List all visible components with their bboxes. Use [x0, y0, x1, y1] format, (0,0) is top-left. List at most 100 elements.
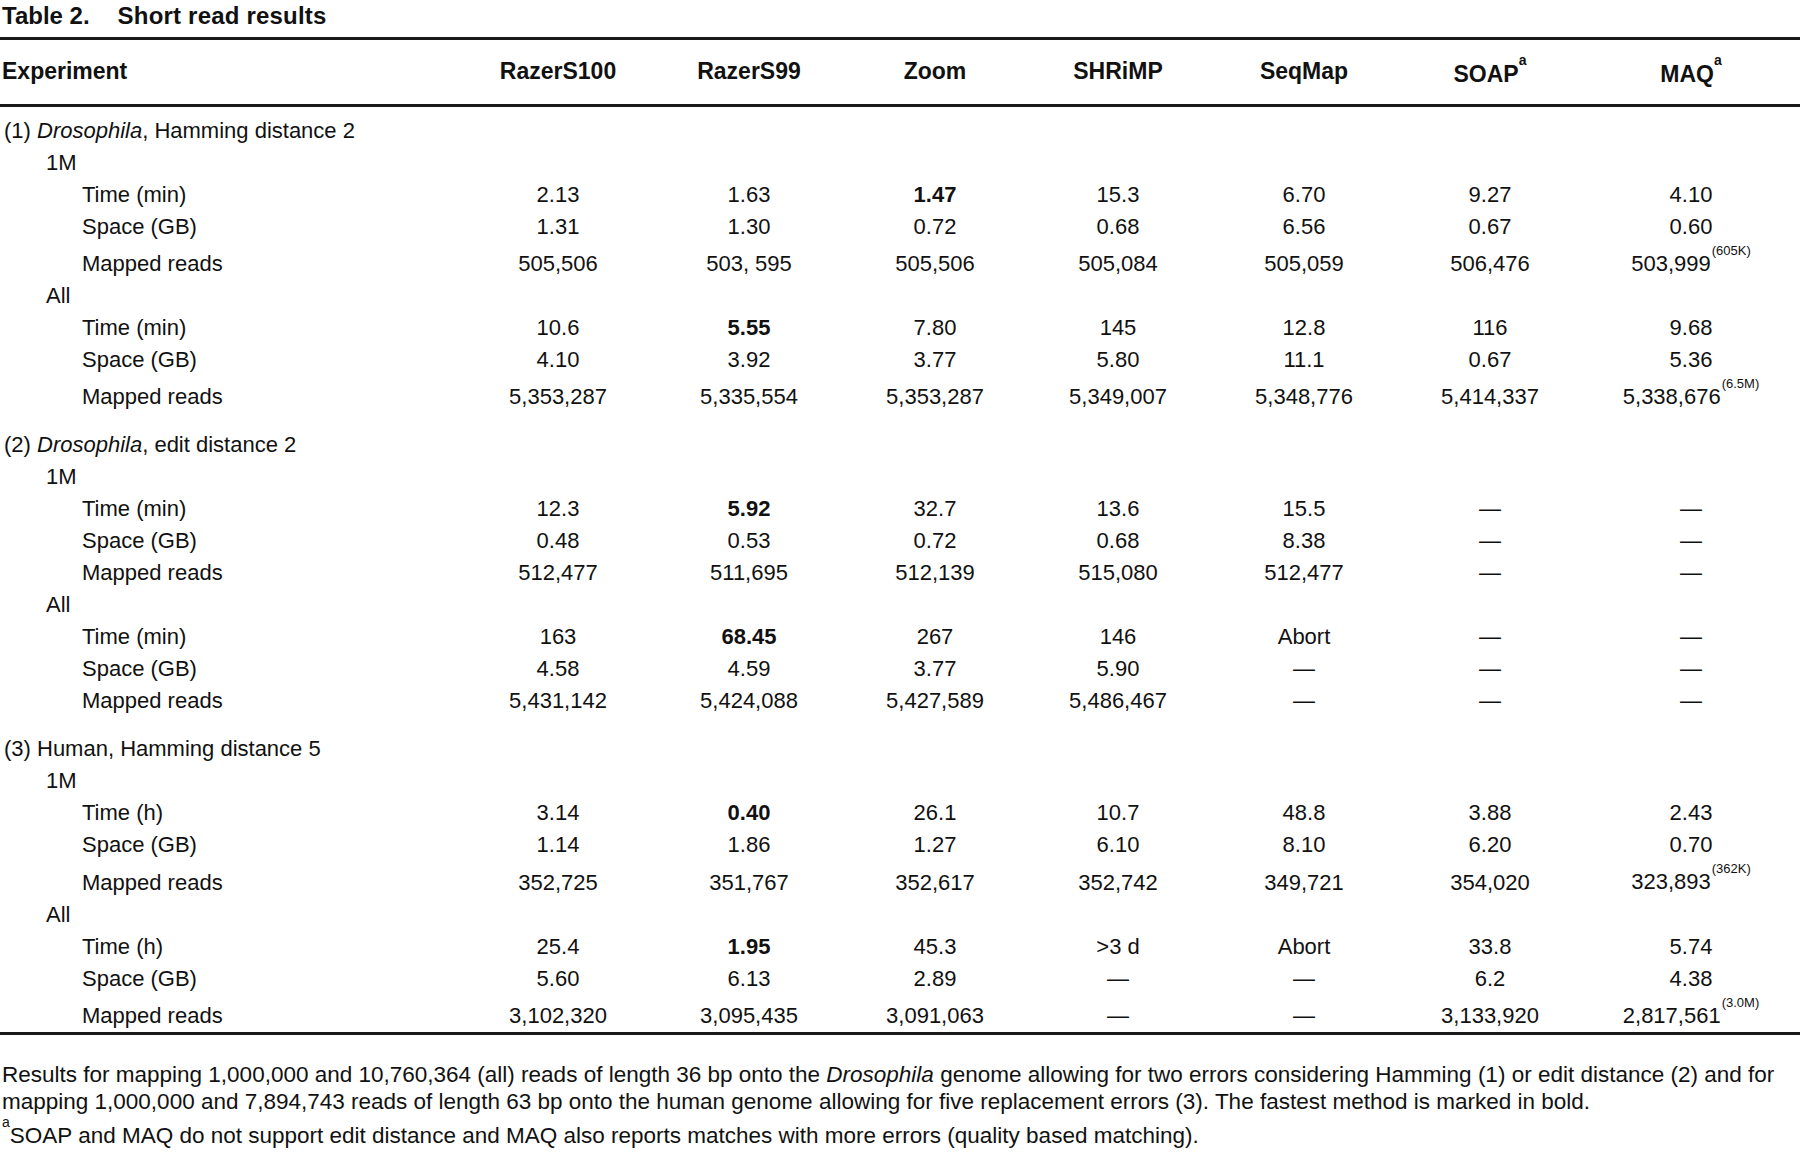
value-cell: 0.72	[844, 211, 1026, 243]
value-cell: 0.72	[844, 525, 1026, 557]
metric-label: Mapped reads	[0, 685, 462, 717]
value-cell: —	[1210, 653, 1398, 685]
table-header: ExperimentRazerS100RazerS99ZoomSHRiMPSeq…	[0, 40, 1800, 105]
metric-label: Space (GB)	[0, 525, 462, 557]
value-cell: 0.40	[654, 797, 844, 829]
value-cell: 2,817,561(3.0M)	[1582, 995, 1800, 1034]
value-cell: 5,424,088	[654, 685, 844, 717]
value-cell: 2.43	[1582, 797, 1800, 829]
metric-label: Time (min)	[0, 179, 462, 211]
value-cell: 5,486,467	[1026, 685, 1210, 717]
value-cell: 5,338,676(6.5M)	[1582, 376, 1800, 413]
value-cell: 5.60	[462, 963, 654, 995]
value-cell: 15.5	[1210, 493, 1398, 525]
value-cell: 0.60	[1582, 211, 1800, 243]
value-cell: 5.55	[654, 312, 844, 344]
value-cell: 15.3	[1026, 179, 1210, 211]
value-cell: 4.38	[1582, 963, 1800, 995]
section-heading: (2) Drosophila, edit distance 2	[0, 413, 1800, 461]
table-row: Time (h)25.41.9545.3>3 dAbort33.85.74	[0, 931, 1800, 963]
table-row: Space (GB)1.311.300.720.686.560.670.60	[0, 211, 1800, 243]
value-cell: 5.92	[654, 493, 844, 525]
value-cell: 4.59	[654, 653, 844, 685]
table-row: Time (min)2.131.631.4715.36.709.274.10	[0, 179, 1800, 211]
value-cell: 1.31	[462, 211, 654, 243]
value-cell: 505,059	[1210, 243, 1398, 280]
superscript-annotation: (362K)	[1712, 861, 1751, 876]
value-cell: 33.8	[1398, 931, 1582, 963]
value-cell: 323,893(362K)	[1582, 861, 1800, 898]
value-cell: —	[1398, 653, 1582, 685]
value-cell: 0.70	[1582, 829, 1800, 861]
value-cell: 5,353,287	[844, 376, 1026, 413]
metric-label: Mapped reads	[0, 243, 462, 280]
superscript-annotation: (605K)	[1712, 243, 1751, 258]
value-cell: 0.67	[1398, 344, 1582, 376]
value-cell: 8.38	[1210, 525, 1398, 557]
value-cell: 506,476	[1398, 243, 1582, 280]
value-cell: —	[1582, 685, 1800, 717]
column-header: Experiment	[0, 40, 462, 105]
value-cell: 5.80	[1026, 344, 1210, 376]
value-cell: 26.1	[844, 797, 1026, 829]
value-cell: 3.77	[844, 653, 1026, 685]
section-heading-row: (3) Human, Hamming distance 5	[0, 717, 1800, 765]
value-cell: 6.20	[1398, 829, 1582, 861]
value-cell: —	[1398, 621, 1582, 653]
results-table: ExperimentRazerS100RazerS99ZoomSHRiMPSeq…	[0, 40, 1800, 1035]
footnote-main-italic: Drosophila	[826, 1062, 934, 1087]
value-cell: 505,506	[462, 243, 654, 280]
value-cell: 3.14	[462, 797, 654, 829]
table-row: Space (GB)4.103.923.775.8011.10.675.36	[0, 344, 1800, 376]
group-label-row: 1M	[0, 147, 1800, 179]
footnote-a: aSOAP and MAQ do not support edit distan…	[2, 1116, 1800, 1149]
group-label: All	[0, 280, 1800, 312]
value-cell: 7.80	[844, 312, 1026, 344]
value-cell: 1.86	[654, 829, 844, 861]
table-row: Time (h)3.140.4026.110.748.83.882.43	[0, 797, 1800, 829]
column-header: RazerS99	[654, 40, 844, 105]
metric-label: Space (GB)	[0, 344, 462, 376]
footnote-a-marker: a	[2, 1114, 10, 1130]
table-caption: Short read results	[118, 2, 327, 29]
value-cell: >3 d	[1026, 931, 1210, 963]
group-label: 1M	[0, 147, 1800, 179]
metric-label: Space (GB)	[0, 829, 462, 861]
value-cell: 116	[1398, 312, 1582, 344]
value-cell: 12.3	[462, 493, 654, 525]
value-cell: 1.14	[462, 829, 654, 861]
footnote-main-text: Results for mapping 1,000,000 and 10,760…	[2, 1062, 826, 1087]
value-cell: —	[1026, 995, 1210, 1034]
value-cell: 145	[1026, 312, 1210, 344]
value-cell: —	[1026, 963, 1210, 995]
value-cell: 3,091,063	[844, 995, 1026, 1034]
value-cell: 4.58	[462, 653, 654, 685]
group-label: All	[0, 589, 1800, 621]
value-cell: 9.68	[1582, 312, 1800, 344]
section-heading-row: (1) Drosophila, Hamming distance 2	[0, 105, 1800, 147]
value-cell: 352,617	[844, 861, 1026, 898]
table-row: Mapped reads3,102,3203,095,4353,091,063—…	[0, 995, 1800, 1034]
superscript-annotation: a	[1519, 52, 1527, 68]
footnote-main: Results for mapping 1,000,000 and 10,760…	[2, 1061, 1800, 1116]
metric-label: Mapped reads	[0, 995, 462, 1034]
value-cell: —	[1398, 685, 1582, 717]
table-title: Table 2.Short read results	[0, 0, 1800, 40]
metric-label: Space (GB)	[0, 653, 462, 685]
value-cell: 48.8	[1210, 797, 1398, 829]
superscript-annotation: (3.0M)	[1722, 995, 1760, 1010]
table-row: Space (GB)5.606.132.89——6.24.38	[0, 963, 1800, 995]
value-cell: 6.13	[654, 963, 844, 995]
value-cell: 351,767	[654, 861, 844, 898]
group-label-row: All	[0, 280, 1800, 312]
value-cell: 3,095,435	[654, 995, 844, 1034]
paper-table-figure: Table 2.Short read results ExperimentRaz…	[0, 0, 1800, 1152]
value-cell: 45.3	[844, 931, 1026, 963]
value-cell: 0.68	[1026, 525, 1210, 557]
value-cell: —	[1582, 525, 1800, 557]
value-cell: 3.92	[654, 344, 844, 376]
table-row: Space (GB)1.141.861.276.108.106.200.70	[0, 829, 1800, 861]
value-cell: 6.10	[1026, 829, 1210, 861]
value-cell: 11.1	[1210, 344, 1398, 376]
column-header: SeqMap	[1210, 40, 1398, 105]
